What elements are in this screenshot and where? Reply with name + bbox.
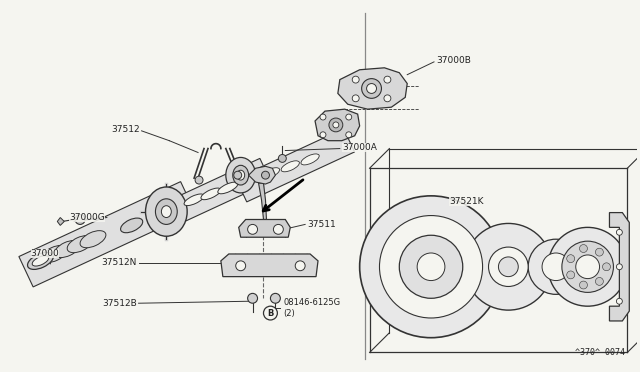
Text: ^370^ 0074: ^370^ 0074: [575, 349, 625, 357]
Text: 37000B: 37000B: [436, 57, 471, 65]
Ellipse shape: [67, 235, 93, 253]
Circle shape: [579, 281, 588, 289]
Circle shape: [562, 241, 613, 292]
Ellipse shape: [201, 188, 221, 200]
Polygon shape: [609, 212, 629, 321]
Polygon shape: [338, 68, 407, 109]
Circle shape: [567, 271, 575, 279]
Ellipse shape: [218, 182, 238, 194]
Ellipse shape: [120, 218, 143, 233]
Polygon shape: [248, 166, 275, 184]
Circle shape: [273, 224, 284, 234]
Circle shape: [346, 114, 352, 120]
Circle shape: [320, 132, 326, 138]
Ellipse shape: [301, 154, 319, 165]
Polygon shape: [259, 183, 266, 219]
Text: 37512N: 37512N: [101, 258, 136, 267]
Ellipse shape: [184, 194, 204, 206]
Polygon shape: [315, 109, 360, 141]
Circle shape: [346, 132, 352, 138]
Ellipse shape: [161, 206, 172, 218]
Text: 37000A: 37000A: [342, 143, 377, 152]
Ellipse shape: [32, 256, 49, 266]
Circle shape: [295, 261, 305, 271]
Circle shape: [234, 171, 242, 179]
Circle shape: [333, 122, 339, 128]
Circle shape: [329, 118, 343, 132]
Ellipse shape: [145, 187, 187, 236]
Circle shape: [352, 95, 359, 102]
Circle shape: [271, 294, 280, 303]
Text: 08146-6125G
(2): 08146-6125G (2): [284, 298, 340, 318]
Circle shape: [262, 171, 269, 179]
Text: 37521K: 37521K: [449, 197, 483, 206]
Circle shape: [75, 215, 85, 224]
Ellipse shape: [156, 199, 177, 224]
Circle shape: [616, 298, 622, 304]
Circle shape: [579, 244, 588, 253]
Circle shape: [264, 306, 277, 320]
Text: 37512B: 37512B: [102, 299, 136, 308]
Circle shape: [595, 248, 604, 256]
Text: B: B: [268, 308, 274, 318]
Ellipse shape: [80, 231, 106, 248]
Circle shape: [528, 239, 584, 294]
Circle shape: [399, 235, 463, 298]
Circle shape: [352, 76, 359, 83]
Circle shape: [278, 154, 286, 162]
Circle shape: [248, 224, 257, 234]
Ellipse shape: [281, 161, 300, 172]
Circle shape: [465, 224, 552, 310]
Text: 37511: 37511: [307, 220, 336, 229]
Circle shape: [417, 253, 445, 280]
Circle shape: [488, 247, 528, 286]
Circle shape: [616, 230, 622, 235]
Text: 37000: 37000: [31, 250, 60, 259]
Circle shape: [548, 227, 627, 306]
Polygon shape: [221, 254, 318, 277]
Circle shape: [542, 253, 570, 280]
Ellipse shape: [237, 170, 244, 180]
Circle shape: [384, 95, 391, 102]
Text: 37512: 37512: [111, 125, 140, 134]
Circle shape: [195, 176, 203, 184]
Ellipse shape: [226, 157, 255, 193]
Circle shape: [602, 263, 611, 271]
Circle shape: [380, 215, 483, 318]
Circle shape: [362, 78, 381, 98]
Polygon shape: [161, 158, 271, 227]
Circle shape: [616, 264, 622, 270]
Circle shape: [499, 257, 518, 277]
Circle shape: [576, 255, 600, 279]
Circle shape: [567, 255, 575, 263]
Ellipse shape: [42, 246, 67, 263]
Circle shape: [360, 196, 502, 338]
Text: 37000G: 37000G: [69, 213, 105, 222]
Polygon shape: [239, 219, 291, 237]
Ellipse shape: [28, 252, 53, 269]
Circle shape: [595, 278, 604, 285]
Circle shape: [320, 114, 326, 120]
Polygon shape: [236, 129, 355, 202]
Circle shape: [367, 84, 376, 93]
Ellipse shape: [261, 168, 280, 179]
Circle shape: [236, 261, 246, 271]
Circle shape: [248, 294, 257, 303]
Polygon shape: [58, 218, 64, 225]
Circle shape: [384, 76, 391, 83]
Ellipse shape: [233, 165, 248, 185]
Polygon shape: [19, 182, 195, 287]
Ellipse shape: [54, 241, 80, 257]
